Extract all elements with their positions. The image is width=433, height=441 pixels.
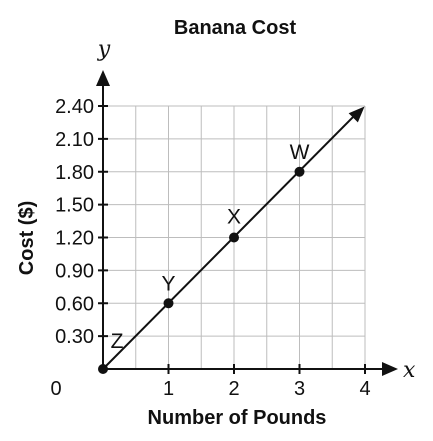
y-tick-label: 1.20	[55, 228, 94, 250]
y-tick-label: 1.50	[55, 195, 94, 217]
data-series: Z Y X W	[98, 106, 365, 374]
chart-title: Banana Cost	[174, 17, 297, 39]
y-axis-variable: y	[97, 37, 111, 62]
y-tick-label: 0.30	[55, 326, 94, 348]
y-tick-label: 1.80	[55, 162, 94, 184]
data-point-w	[294, 166, 305, 177]
data-point-label: X	[227, 206, 241, 229]
data-point-x	[229, 232, 239, 243]
x-tick-label: 1	[163, 378, 174, 400]
data-point-label: Z	[111, 330, 124, 353]
axes	[96, 70, 398, 376]
grid	[103, 105, 366, 369]
origin-label: 0	[50, 378, 61, 400]
x-axis-arrowhead	[382, 362, 398, 376]
x-axis-title: Number of Pounds	[148, 407, 327, 429]
data-line-arrowhead	[348, 106, 365, 123]
y-tick-label: 2.40	[55, 96, 94, 118]
data-point-label: W	[290, 141, 310, 164]
data-point-z	[98, 364, 108, 374]
y-axis-title: Cost ($)	[16, 201, 38, 275]
y-tick-label: 2.10	[55, 129, 94, 151]
y-tick-label: 0.90	[55, 260, 94, 282]
data-point-label: Y	[161, 272, 175, 295]
x-axis-variable: x	[403, 358, 416, 383]
x-tick-label: 3	[294, 378, 305, 400]
y-axis-arrowhead	[96, 70, 110, 86]
data-point-y	[163, 298, 174, 309]
x-tick-label: 4	[359, 378, 370, 400]
data-line	[102, 113, 357, 370]
tick-labels: 1 2 3 4 0.30 0.60 0.90 1.20 1.50 1.80 2.10 2.40	[55, 96, 371, 400]
y-tick-label: 0.60	[55, 293, 94, 315]
x-tick-label: 2	[228, 378, 239, 400]
